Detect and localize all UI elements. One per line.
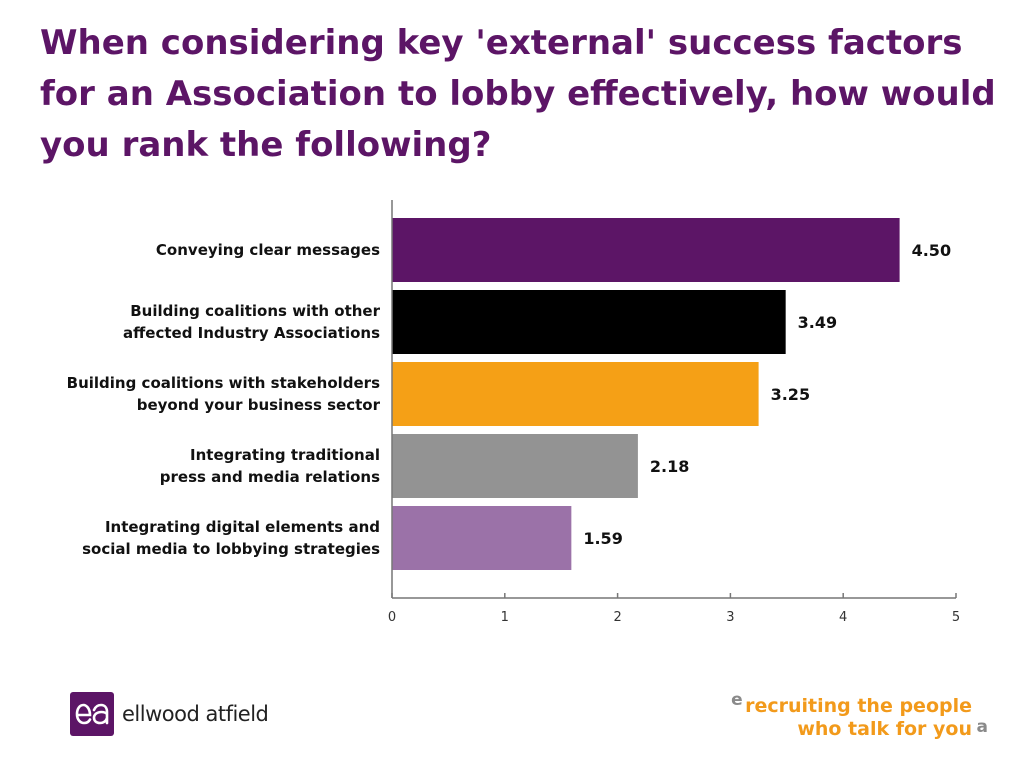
category-label-3: beyond your business sector xyxy=(137,396,381,414)
category-label-4: press and media relations xyxy=(160,468,380,486)
category-label-5: social media to lobbying strategies xyxy=(82,540,380,558)
small-a-mark-icon: a xyxy=(976,717,988,737)
category-label-2: Building coalitions with other xyxy=(130,302,380,320)
logo-name: ellwood atfield xyxy=(122,702,269,726)
category-label-3: Building coalitions with stakeholders xyxy=(67,374,380,392)
tagline-line-1: recruiting the people xyxy=(745,695,972,717)
data-label-4: 2.18 xyxy=(650,457,689,476)
bar-5 xyxy=(392,506,572,570)
ea-logo-icon xyxy=(70,692,114,736)
x-tick-label: 1 xyxy=(501,610,509,625)
tagline: e recruiting the people who talk for you… xyxy=(731,690,988,741)
bar-3 xyxy=(392,362,759,426)
x-tick-label: 5 xyxy=(952,610,960,625)
ellwood-atfield-logo: ellwood atfield xyxy=(70,692,269,736)
data-label-5: 1.59 xyxy=(583,529,622,548)
bar-4 xyxy=(392,434,638,498)
x-tick-label: 0 xyxy=(388,610,396,625)
small-e-mark-icon: e xyxy=(731,690,743,710)
bar-2 xyxy=(392,290,786,354)
x-tick-label: 4 xyxy=(839,610,847,625)
category-label-2: affected Industry Associations xyxy=(123,324,380,342)
tagline-line-2: who talk for you xyxy=(797,718,972,740)
data-label-1: 4.50 xyxy=(912,241,951,260)
category-label-1: Conveying clear messages xyxy=(156,241,380,259)
category-label-5: Integrating digital elements and xyxy=(105,518,380,536)
x-tick-label: 3 xyxy=(726,610,734,625)
x-tick-label: 2 xyxy=(613,610,621,625)
bar-1 xyxy=(392,218,900,282)
data-label-3: 3.25 xyxy=(771,385,810,404)
data-label-2: 3.49 xyxy=(798,313,837,332)
category-label-4: Integrating traditional xyxy=(190,446,380,464)
page-title: When considering key 'external' success … xyxy=(40,23,996,165)
